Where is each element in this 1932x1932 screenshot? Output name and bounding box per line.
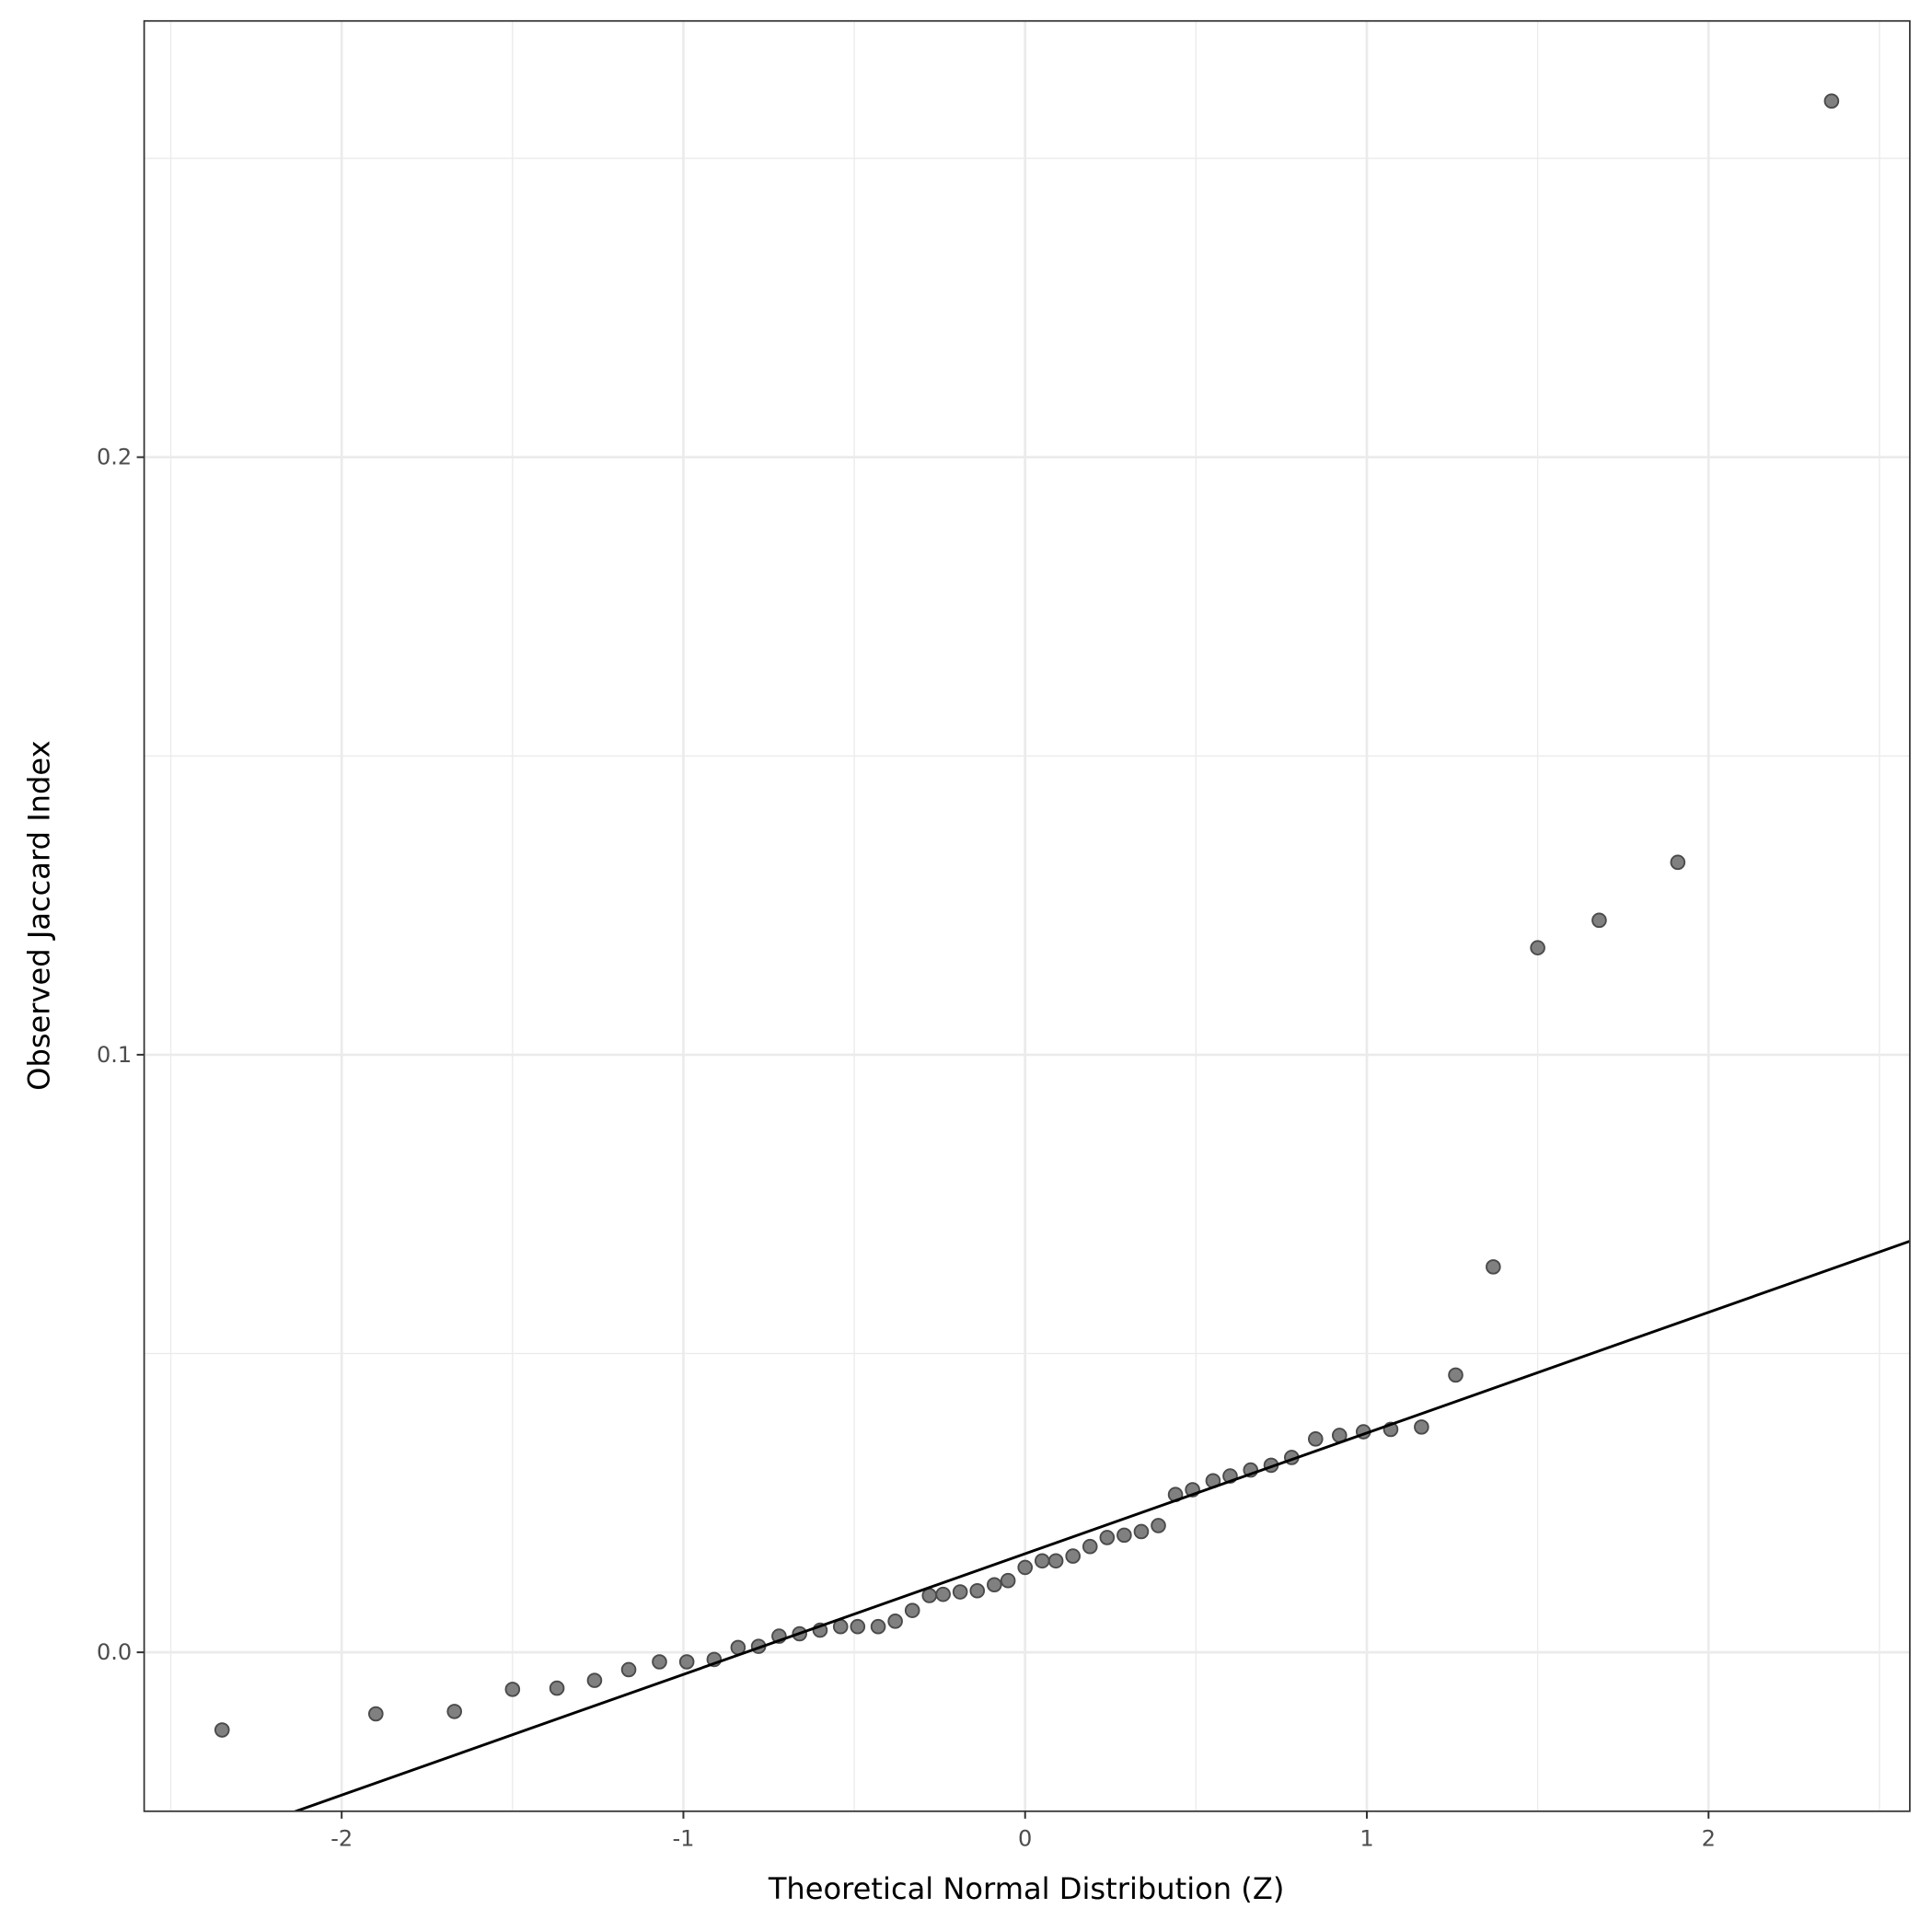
data-point [504, 1682, 521, 1697]
reference-line [292, 1240, 1910, 1811]
y-tick-label: 0.1 [97, 1042, 132, 1068]
data-point [1823, 93, 1840, 110]
data-point [1099, 1530, 1116, 1545]
data-point [1000, 1572, 1016, 1589]
y-axis-ticks: 0.0 0.1 0.2 [97, 445, 145, 1665]
x-tick-label: -1 [672, 1825, 694, 1851]
data-point [1591, 912, 1607, 929]
data-points [214, 93, 1840, 1738]
x-tick-label: 2 [1702, 1825, 1716, 1851]
data-point [1670, 854, 1686, 871]
data-point [1414, 1419, 1429, 1435]
data-point [987, 1577, 1002, 1593]
x-axis-ticks: -2 -1 0 1 2 [330, 1811, 1716, 1851]
data-point [620, 1661, 637, 1678]
data-point [1047, 1553, 1064, 1569]
data-point [446, 1704, 463, 1719]
data-point [1530, 940, 1545, 955]
minor-gridlines [144, 20, 1910, 1811]
data-point [887, 1614, 903, 1629]
data-point [1448, 1367, 1463, 1383]
major-gridlines [144, 20, 1910, 1811]
data-point [1151, 1518, 1166, 1533]
data-point [921, 1588, 938, 1603]
data-point [935, 1586, 951, 1602]
data-point [678, 1654, 695, 1670]
panel-border [143, 19, 1911, 1812]
data-point [1065, 1548, 1081, 1564]
data-point [1133, 1523, 1150, 1540]
y-tick-label: 0.2 [97, 445, 132, 470]
y-tick-label: 0.0 [97, 1639, 132, 1665]
data-point [904, 1602, 920, 1618]
data-point [652, 1654, 667, 1670]
x-axis-title: Theoretical Normal Distribution (Z) [768, 1871, 1285, 1906]
plot-panel [144, 20, 1910, 1811]
data-point [952, 1584, 968, 1600]
data-point [1116, 1527, 1132, 1544]
data-point [850, 1618, 866, 1635]
data-point [549, 1680, 565, 1696]
x-tick-label: 1 [1359, 1825, 1373, 1851]
x-tick-label: 0 [1018, 1825, 1032, 1851]
data-point [368, 1706, 384, 1722]
data-point [586, 1672, 603, 1688]
data-point [870, 1618, 886, 1635]
data-point [969, 1582, 986, 1599]
data-point [214, 1722, 230, 1738]
x-tick-label: -2 [330, 1825, 353, 1851]
data-point [1034, 1553, 1050, 1569]
data-point [1017, 1559, 1034, 1576]
y-axis-title: Observed Jaccard Index [22, 740, 57, 1090]
data-point [1307, 1431, 1324, 1447]
data-point [1486, 1259, 1501, 1275]
data-point [1082, 1538, 1098, 1555]
